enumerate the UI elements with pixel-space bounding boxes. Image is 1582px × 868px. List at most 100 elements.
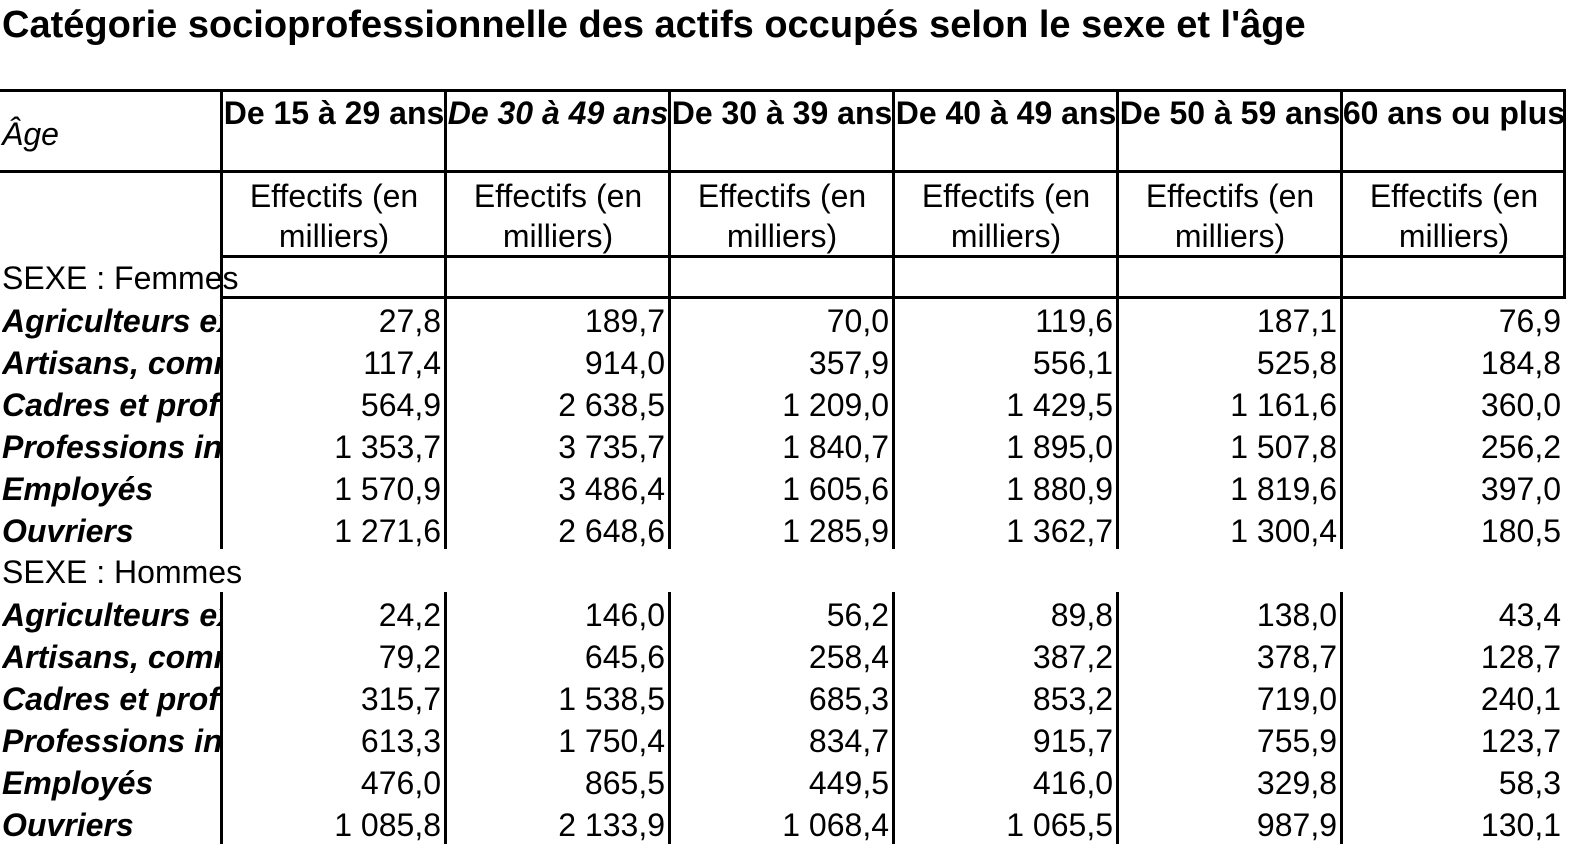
table-cell: 1 750,4 — [558, 723, 665, 759]
table-cell: 187,1 — [1256, 303, 1337, 339]
column-divider — [1116, 89, 1119, 549]
column-header: De 30 à 39 ans — [671, 95, 893, 131]
column-divider — [892, 592, 895, 844]
table-cell: 1 271,6 — [334, 513, 441, 549]
table-cell: 564,9 — [360, 387, 441, 423]
table-cell: 914,0 — [584, 345, 665, 381]
table-cell: 89,8 — [1050, 597, 1113, 633]
table-cell: 3 486,4 — [558, 471, 665, 507]
table-cell: 58,3 — [1498, 765, 1561, 801]
table-cell: 1 209,0 — [782, 387, 889, 423]
table-cell: 834,7 — [808, 723, 889, 759]
corner-label: Âge — [2, 116, 59, 152]
column-unit: Effectifs (en milliers) — [1145, 178, 1315, 254]
column-divider — [1340, 592, 1343, 844]
column-divider — [220, 592, 223, 844]
table-cell: 128,7 — [1480, 639, 1561, 675]
table-cell: 1 819,6 — [1230, 471, 1337, 507]
row-label: Employés — [2, 765, 154, 801]
table-cell: 1 605,6 — [782, 471, 889, 507]
row-label: Cadres et professions intellectuelles su… — [2, 681, 220, 717]
row-label: Agriculteurs exploitants — [2, 303, 220, 339]
table-cell: 645,6 — [584, 639, 665, 675]
row-label: Employés — [2, 471, 154, 507]
column-header: De 15 à 29 ans — [223, 95, 445, 131]
table-cell: 397,0 — [1480, 471, 1561, 507]
table-cell: 1 353,7 — [334, 429, 441, 465]
table-cell: 189,7 — [584, 303, 665, 339]
table-cell: 853,2 — [1032, 681, 1113, 717]
table-cell: 987,9 — [1256, 807, 1337, 843]
row-label: Agriculteurs exploitants — [2, 597, 220, 633]
column-divider — [1340, 89, 1343, 549]
table-cell: 315,7 — [360, 681, 441, 717]
table-cell: 1 880,9 — [1006, 471, 1113, 507]
table-cell: 525,8 — [1256, 345, 1337, 381]
column-unit: Effectifs (en milliers) — [1369, 178, 1539, 254]
row-label: Ouvriers — [2, 807, 134, 843]
table-cell: 240,1 — [1480, 681, 1561, 717]
row-label: Artisans, commerçants, chefs d'entrepris… — [2, 345, 220, 381]
table-cell: 1 161,6 — [1230, 387, 1337, 423]
table-cell: 357,9 — [808, 345, 889, 381]
table-cell: 180,5 — [1480, 513, 1561, 549]
column-header: De 40 à 49 ans — [895, 95, 1117, 131]
table-cell: 146,0 — [584, 597, 665, 633]
column-header: De 30 à 49 ans — [447, 95, 669, 131]
table-cell: 556,1 — [1032, 345, 1113, 381]
table-cell: 3 735,7 — [558, 429, 665, 465]
table-cell: 43,4 — [1498, 597, 1561, 633]
table-cell: 2 133,9 — [558, 807, 665, 843]
table-cell: 130,1 — [1480, 807, 1561, 843]
table-cell: 719,0 — [1256, 681, 1337, 717]
row-label: Professions intermédiaires — [2, 429, 220, 465]
table-cell: 76,9 — [1498, 303, 1561, 339]
table-cell: 915,7 — [1032, 723, 1113, 759]
column-unit: Effectifs (en milliers) — [921, 178, 1091, 254]
table-cell: 378,7 — [1256, 639, 1337, 675]
table-cell: 1 285,9 — [782, 513, 889, 549]
table-cell: 865,5 — [584, 765, 665, 801]
table-cell: 329,8 — [1256, 765, 1337, 801]
table-cell: 449,5 — [808, 765, 889, 801]
column-unit: Effectifs (en milliers) — [697, 178, 867, 254]
table-cell: 1 895,0 — [1006, 429, 1113, 465]
column-divider — [668, 89, 671, 549]
table-cell: 256,2 — [1480, 429, 1561, 465]
column-header: 60 ans ou plus — [1342, 95, 1566, 131]
column-divider — [1116, 592, 1119, 844]
table-cell: 1 362,7 — [1006, 513, 1113, 549]
table-cell: 56,2 — [826, 597, 889, 633]
table-cell: 1 300,4 — [1230, 513, 1337, 549]
table-cell: 1 507,8 — [1230, 429, 1337, 465]
table-cell: 1 068,4 — [782, 807, 889, 843]
section-label: SEXE : Hommes — [2, 554, 243, 590]
table-cell: 685,3 — [808, 681, 889, 717]
column-header: De 50 à 59 ans — [1119, 95, 1341, 131]
table-cell: 184,8 — [1480, 345, 1561, 381]
row-label: Cadres et professions intellectuelles su… — [2, 387, 220, 423]
table-cell: 2 648,6 — [558, 513, 665, 549]
table-cell: 1 085,8 — [334, 807, 441, 843]
table-cell: 1 065,5 — [1006, 807, 1113, 843]
table-cell: 2 638,5 — [558, 387, 665, 423]
table-cell: 138,0 — [1256, 597, 1337, 633]
row-label: Artisans, commerçants, chefs d'entrepris… — [2, 639, 220, 675]
column-divider — [668, 592, 671, 844]
column-divider — [444, 89, 447, 549]
column-unit: Effectifs (en milliers) — [249, 178, 419, 254]
table-right-border — [1563, 89, 1566, 297]
column-divider — [892, 89, 895, 549]
table-cell: 1 570,9 — [334, 471, 441, 507]
table-cell: 1 538,5 — [558, 681, 665, 717]
header-mid-rule — [0, 170, 1566, 173]
table-cell: 24,2 — [378, 597, 441, 633]
table-cell: 476,0 — [360, 765, 441, 801]
table-cell: 416,0 — [1032, 765, 1113, 801]
column-unit: Effectifs (en milliers) — [473, 178, 643, 254]
table-cell: 1 840,7 — [782, 429, 889, 465]
table-cell: 387,2 — [1032, 639, 1113, 675]
header-top-rule — [0, 89, 1566, 92]
table-cell: 360,0 — [1480, 387, 1561, 423]
column-divider — [220, 89, 223, 549]
